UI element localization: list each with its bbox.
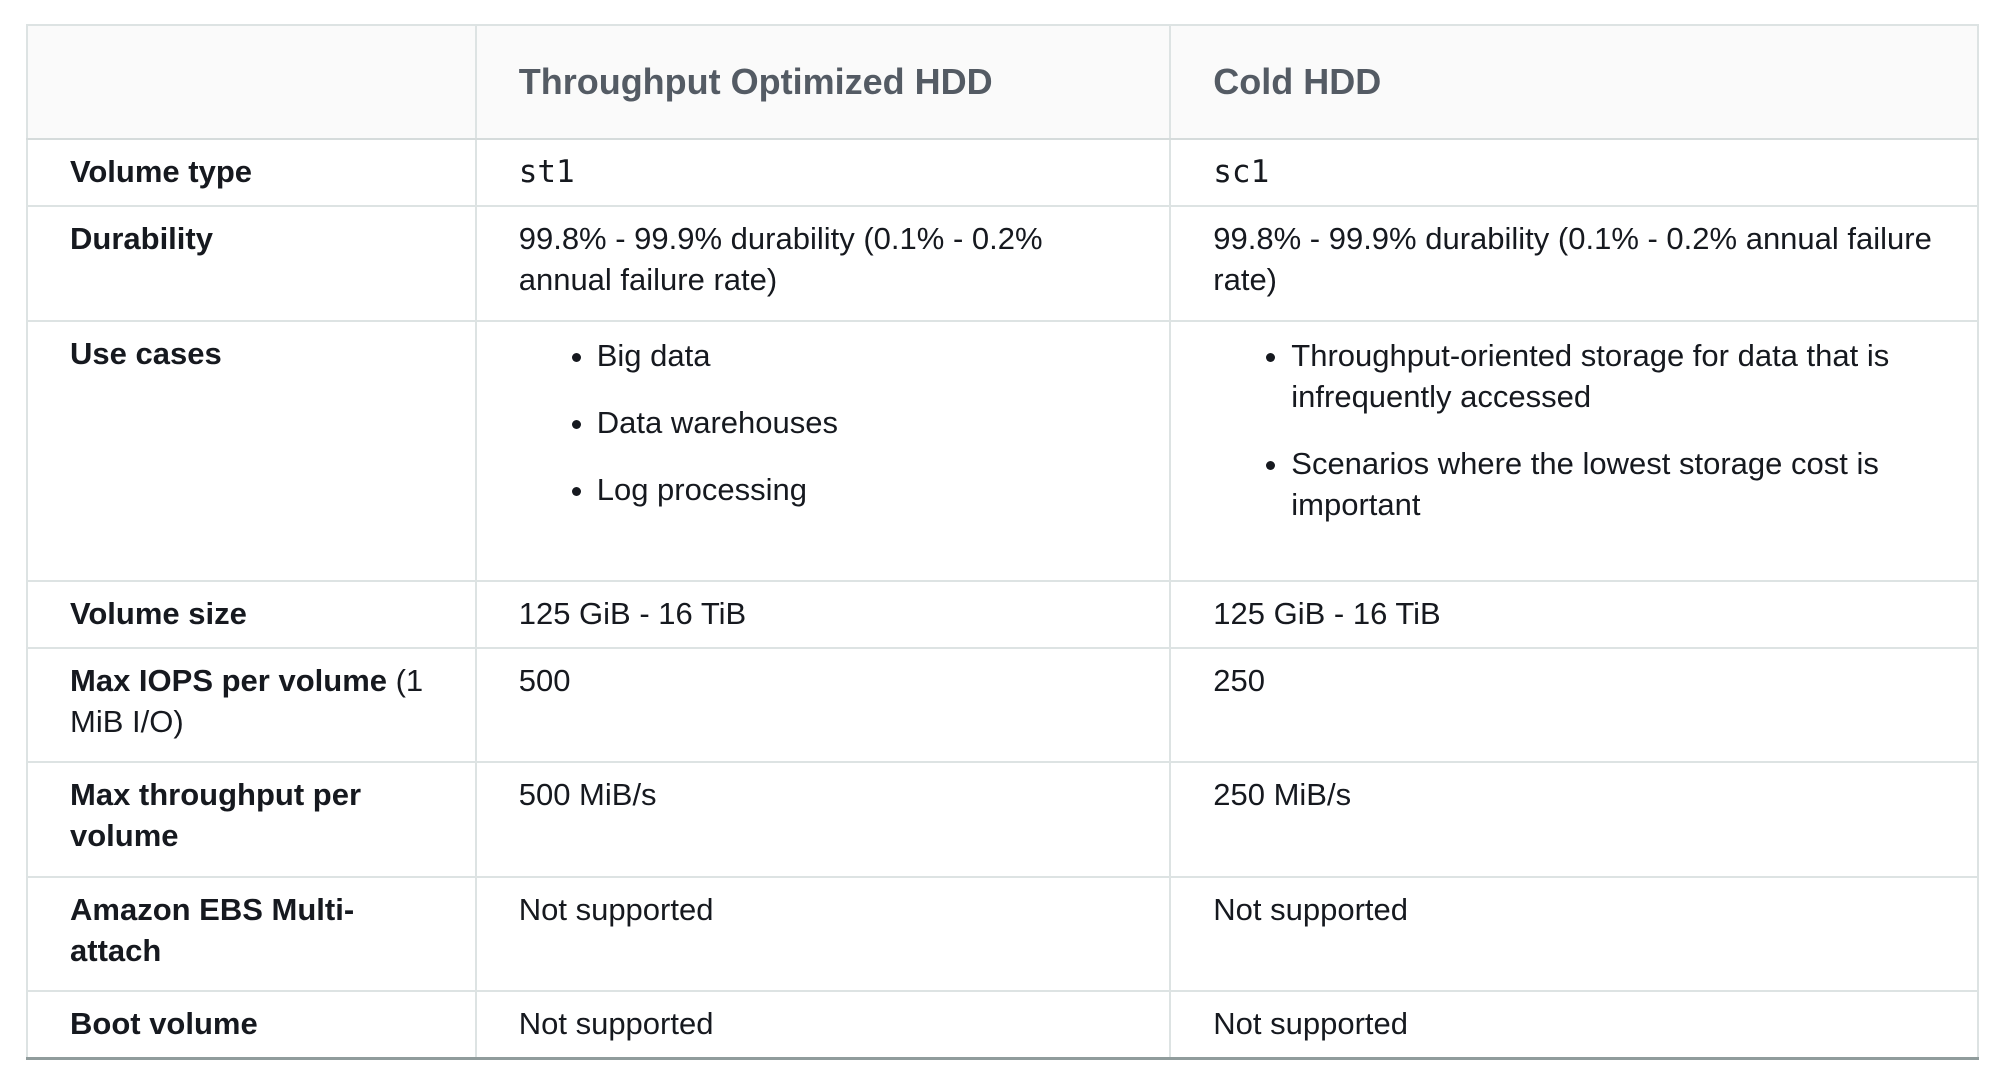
value-cell: 500 MiB/s [474,760,1172,878]
row-use-cases: Use cases Big data Data warehouses Log p… [26,319,1979,582]
row-max-iops: Max IOPS per volume (1 MiB I/O) 500 250 [26,646,1979,763]
row-label: Use cases [26,319,477,582]
row-label: Boot volume [26,989,477,1060]
list-item: Data warehouses [597,403,1128,444]
row-label-suffix: (1 MiB I/O) [70,662,424,739]
value-cell-st1: st1 [474,138,1172,207]
header-cell-empty [26,24,477,140]
list-item: Throughput-oriented storage for data tha… [1291,336,1935,418]
value-cell: 99.8% - 99.9% durability (0.1% - 0.2% an… [1169,204,1979,322]
value-cell: 500 [474,646,1172,763]
use-case-list: Big data Data warehouses Log processing [519,336,1128,511]
value-cell: Not supported [474,989,1172,1060]
value-cell: Throughput-oriented storage for data tha… [1169,319,1979,582]
row-volume-type: Volume type st1 sc1 [26,138,1979,207]
value-cell: Not supported [1169,989,1979,1060]
use-case-list: Throughput-oriented storage for data tha… [1213,336,1935,526]
value-cell: 125 GiB - 16 TiB [1169,579,1979,649]
value-cell: 125 GiB - 16 TiB [474,579,1172,649]
row-volume-size: Volume size 125 GiB - 16 TiB 125 GiB - 1… [26,579,1979,649]
header-cell-cold-hdd: Cold HDD [1169,24,1979,140]
row-label: Max IOPS per volume (1 MiB I/O) [26,646,477,763]
list-item: Big data [597,336,1128,377]
row-label: Amazon EBS Multi-attach [26,875,477,992]
header-cell-throughput-optimized-hdd: Throughput Optimized HDD [474,24,1172,140]
value-cell: 250 MiB/s [1169,760,1979,878]
value-cell: Not supported [474,875,1172,992]
volume-type-comparison-table: Throughput Optimized HDD Cold HDD Volume… [26,24,1979,1060]
list-item: Scenarios where the lowest storage cost … [1291,444,1935,526]
row-label: Volume size [26,579,477,649]
row-boot-volume: Boot volume Not supported Not supported [26,989,1979,1060]
header-row: Throughput Optimized HDD Cold HDD [26,24,1979,140]
value-cell: 99.8% - 99.9% durability (0.1% - 0.2% an… [474,204,1172,322]
row-multi-attach: Amazon EBS Multi-attach Not supported No… [26,875,1979,992]
row-label-bold: Max IOPS per volume [70,662,387,698]
value-cell: Big data Data warehouses Log processing [474,319,1172,582]
row-label: Volume type [26,138,477,207]
value-cell-sc1: sc1 [1169,138,1979,207]
row-max-throughput: Max throughput per volume 500 MiB/s 250 … [26,760,1979,878]
value-cell: Not supported [1169,875,1979,992]
row-label: Durability [26,204,477,322]
list-item: Log processing [597,470,1128,511]
value-cell: 250 [1169,646,1979,763]
row-durability: Durability 99.8% - 99.9% durability (0.1… [26,204,1979,322]
row-label: Max throughput per volume [26,760,477,878]
